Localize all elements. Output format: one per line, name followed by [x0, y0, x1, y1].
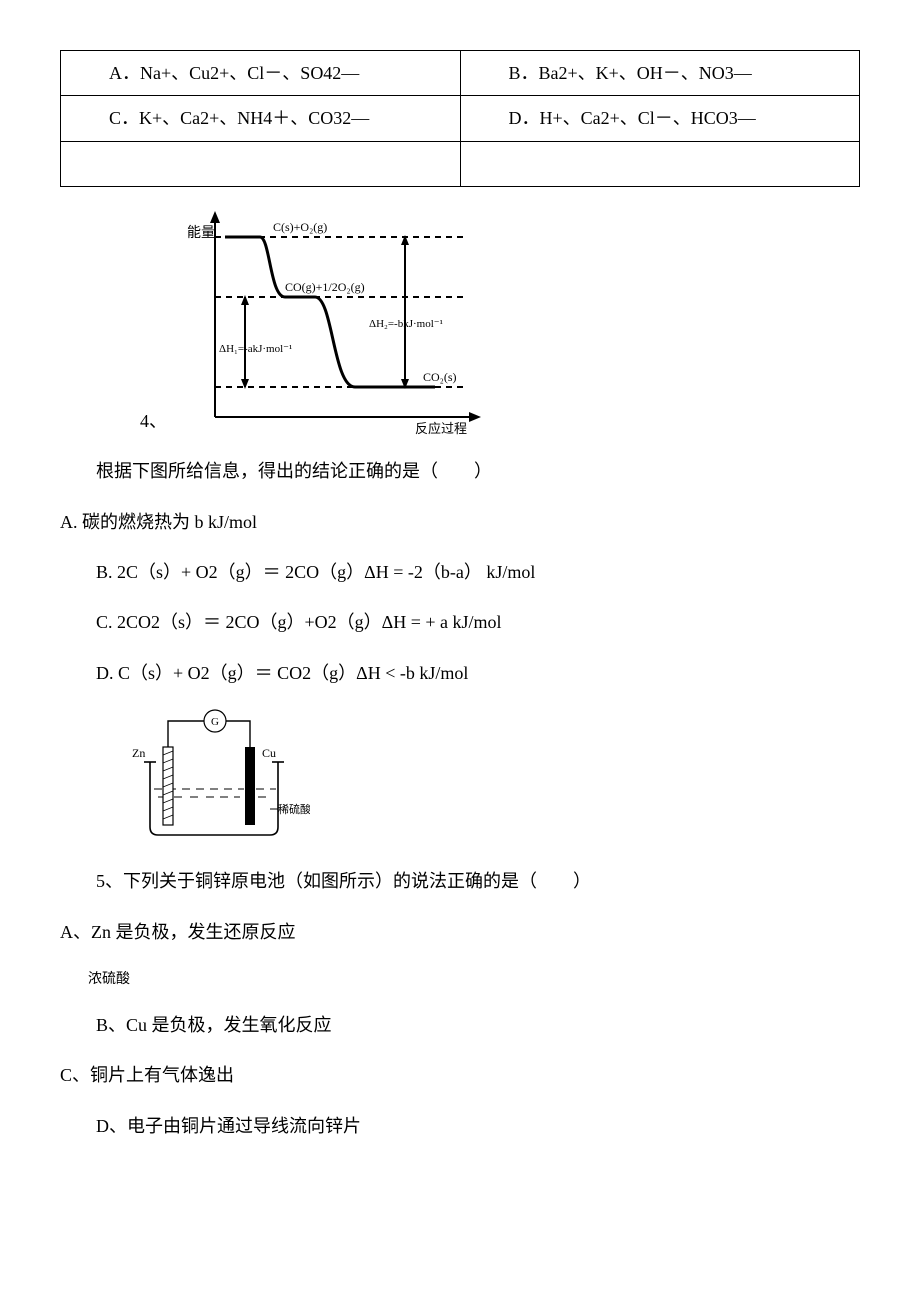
svg-text:G: G [211, 716, 219, 728]
ion-options-table: A．Na+、Cu2+、Cl－、SO42— B．Ba2+、K+、OH－、NO3— … [60, 50, 860, 187]
q5-opt-b: B、Cu 是负极，发生氧化反应 [60, 1009, 860, 1041]
q5-opt-a: A、Zn 是负极，发生还原反应 [60, 916, 860, 948]
cell-c: C．K+、Ca2+、NH4＋、CO32— [61, 96, 461, 141]
q4-number: 4、 [140, 405, 167, 437]
svg-text:Zn: Zn [132, 746, 145, 760]
energy-diagram: 能量 反应过程 C(s)+O₂(g) CO(g)+1/2O₂(g) CO₂(s)… [175, 207, 495, 437]
svg-text:C(s)+O₂(g): C(s)+O₂(g) [273, 220, 327, 234]
cell-b: B．Ba2+、K+、OH－、NO3— [460, 51, 860, 96]
q4-opt-c: C. 2CO2（s）＝ 2CO（g）+O2（g）ΔH = + a kJ/mol [60, 606, 860, 638]
svg-text:Cu: Cu [262, 746, 276, 760]
svg-text:ΔH₂=-bkJ·mol⁻¹: ΔH₂=-bkJ·mol⁻¹ [369, 318, 443, 330]
q5-stem: 5、下列关于铜锌原电池（如图所示）的说法正确的是（ ） [60, 865, 860, 897]
svg-text:能量: 能量 [187, 225, 215, 241]
svg-text:CO₂(s): CO₂(s) [423, 370, 457, 384]
cell-empty-2 [460, 141, 860, 186]
svg-text:反应过程: 反应过程 [415, 421, 467, 436]
svg-text:CO(g)+1/2O₂(g): CO(g)+1/2O₂(g) [285, 280, 365, 294]
galvanic-cell-diagram: G Zn Cu [120, 707, 310, 847]
q5-opt-d: D、电子由铜片通过导线流向锌片 [60, 1110, 860, 1142]
svg-text:稀硫酸: 稀硫酸 [278, 802, 310, 816]
q4-opt-d: D. C（s）+ O2（g）＝ CO2（g）ΔH < -b kJ/mol [60, 657, 860, 689]
cell-d: D．H+、Ca2+、Cl－、HCO3— [460, 96, 860, 141]
q4-opt-a: A. 碳的燃烧热为 b kJ/mol [60, 506, 860, 538]
svg-text:ΔH₁=-akJ·mol⁻¹: ΔH₁=-akJ·mol⁻¹ [219, 343, 292, 355]
cell-empty-1 [61, 141, 461, 186]
cell-a: A．Na+、Cu2+、Cl－、SO42— [61, 51, 461, 96]
q5-opt-c: C、铜片上有气体逸出 [60, 1059, 860, 1091]
q4-stem: 根据下图所给信息，得出的结论正确的是（ ） [60, 455, 860, 487]
q5-note: 浓硫酸 [88, 966, 860, 991]
q4-opt-b: B. 2C（s）+ O2（g）＝ 2CO（g）ΔH = -2（b-a） kJ/m… [60, 556, 860, 588]
